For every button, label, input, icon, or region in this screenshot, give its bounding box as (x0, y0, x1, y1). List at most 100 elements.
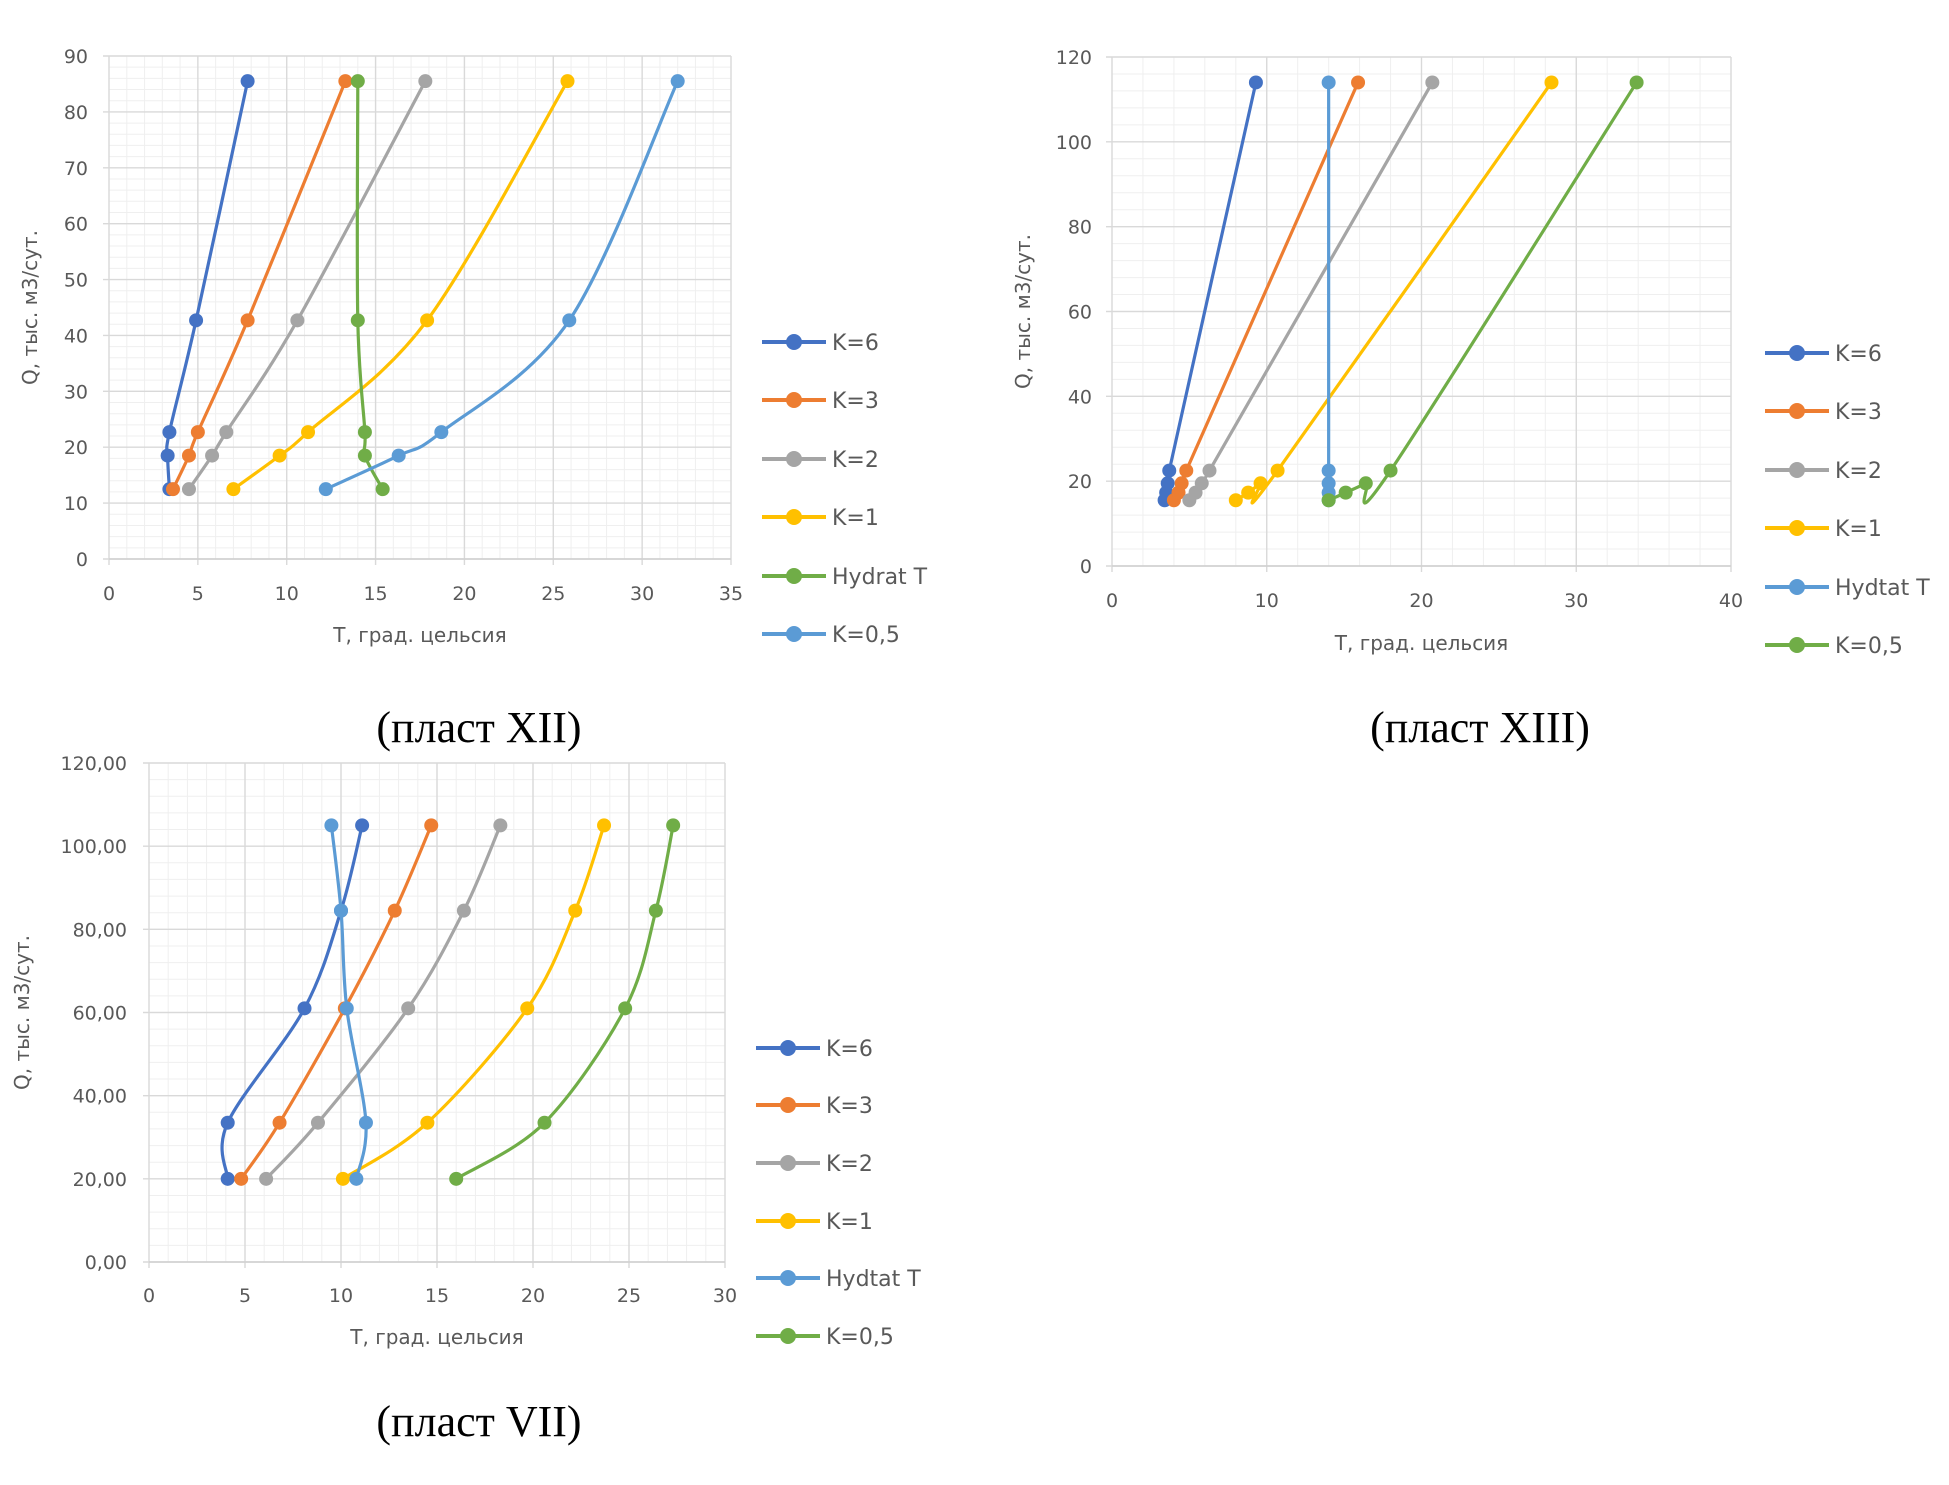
legend-item: K=3 (756, 1094, 873, 1119)
data-point (420, 1115, 435, 1130)
chart-caption: (пласт VII) (376, 1397, 581, 1446)
data-point (1321, 493, 1336, 508)
data-point (537, 1115, 552, 1130)
legend-marker (786, 509, 802, 525)
data-point (1425, 75, 1440, 90)
data-point (1351, 75, 1366, 90)
y-tick-label: 0,00 (85, 1252, 127, 1274)
x-tick-label: 30 (630, 583, 654, 605)
data-point (310, 1115, 325, 1130)
y-tick-label: 30 (64, 381, 88, 403)
data-point (259, 1171, 274, 1186)
data-point (424, 818, 439, 833)
legend-marker (780, 1213, 796, 1229)
y-tick-label: 10 (64, 493, 88, 515)
y-axis-title: Q, тыс. м3/сут. (1011, 234, 1035, 389)
data-point (418, 74, 433, 89)
y-axis-title: Q, тыс. м3/сут. (18, 230, 42, 385)
x-tick-label: 20 (452, 583, 476, 605)
data-point (1228, 493, 1243, 508)
data-point (160, 448, 175, 463)
data-point (1179, 463, 1194, 478)
x-tick-label: 0 (1106, 590, 1118, 612)
data-point (189, 313, 204, 328)
series-Hydtat T (324, 818, 373, 1186)
x-tick-label: 0 (143, 1285, 155, 1307)
y-tick-label: 20 (1068, 471, 1092, 493)
data-point (355, 818, 370, 833)
legend-marker (786, 334, 802, 350)
data-point (1358, 476, 1373, 491)
legend-item: K=2 (762, 448, 879, 473)
y-tick-label: 20 (64, 437, 88, 459)
data-point (1544, 75, 1559, 90)
legend-marker (786, 568, 802, 584)
data-point (219, 425, 234, 440)
y-tick-label: 100,00 (61, 836, 127, 858)
legend-item: K=6 (1765, 342, 1882, 367)
data-point (1241, 485, 1256, 500)
series-K=0,5 (449, 818, 681, 1186)
legend-item: K=1 (762, 506, 879, 531)
legend-item: K=6 (762, 331, 879, 356)
chart-caption: (пласт XIII) (1370, 703, 1590, 752)
legend-marker (780, 1097, 796, 1113)
y-tick-label: 40,00 (73, 1086, 127, 1108)
series-K=1 (226, 74, 575, 497)
x-axis-title: Т, град. цельсия (349, 1325, 523, 1349)
data-point (1160, 476, 1175, 491)
chart-caption: (пласт XII) (376, 703, 581, 752)
legend-marker (1789, 579, 1805, 595)
legend-item: K=3 (762, 389, 879, 414)
legend-marker (1789, 520, 1805, 536)
legend-item: Hydtat T (1765, 576, 1930, 601)
data-point (401, 1001, 416, 1016)
legend-marker (780, 1270, 796, 1286)
series-K=1 (1228, 75, 1559, 508)
legend-label: Hydtat T (1835, 576, 1930, 601)
legend-marker (780, 1328, 796, 1344)
x-tick-label: 10 (329, 1285, 353, 1307)
data-point (220, 1171, 235, 1186)
data-point (666, 818, 681, 833)
data-point (181, 482, 196, 497)
y-tick-label: 80 (1068, 217, 1092, 239)
x-tick-label: 10 (275, 583, 299, 605)
data-point (493, 818, 508, 833)
legend-item: K=2 (1765, 459, 1882, 484)
y-tick-label: 60 (1068, 302, 1092, 324)
legend-label: K=0,5 (826, 1325, 894, 1350)
legend-label: K=6 (832, 331, 879, 356)
x-axis-title: Т, град. цельсия (1334, 631, 1508, 655)
data-point (1248, 75, 1263, 90)
series-K=2 (1182, 75, 1440, 508)
legend-item: K=0,5 (762, 623, 900, 648)
data-point (318, 482, 333, 497)
y-tick-label: 60,00 (73, 1003, 127, 1025)
data-point (618, 1001, 633, 1016)
y-axis-title: Q, тыс. м3/сут. (10, 935, 34, 1090)
y-tick-label: 20,00 (73, 1169, 127, 1191)
data-point (220, 1115, 235, 1130)
series-K=3 (165, 74, 353, 497)
legend-label: K=3 (832, 389, 879, 414)
data-point (648, 903, 663, 918)
data-point (456, 903, 471, 918)
data-point (334, 903, 348, 918)
legend-label: K=1 (832, 506, 879, 531)
data-point (1321, 75, 1336, 90)
data-point (1174, 476, 1189, 491)
x-tick-label: 30 (713, 1285, 737, 1307)
data-point (391, 448, 406, 463)
data-point (1270, 463, 1285, 478)
legend-item: K=6 (756, 1037, 873, 1062)
data-point (1194, 476, 1209, 491)
legend-label: K=3 (826, 1094, 873, 1119)
data-point (1253, 476, 1268, 491)
legend-marker (780, 1040, 796, 1056)
data-point (335, 1171, 350, 1186)
legend-label: K=6 (826, 1037, 873, 1062)
series-K=2 (259, 818, 508, 1186)
data-point (324, 818, 339, 833)
